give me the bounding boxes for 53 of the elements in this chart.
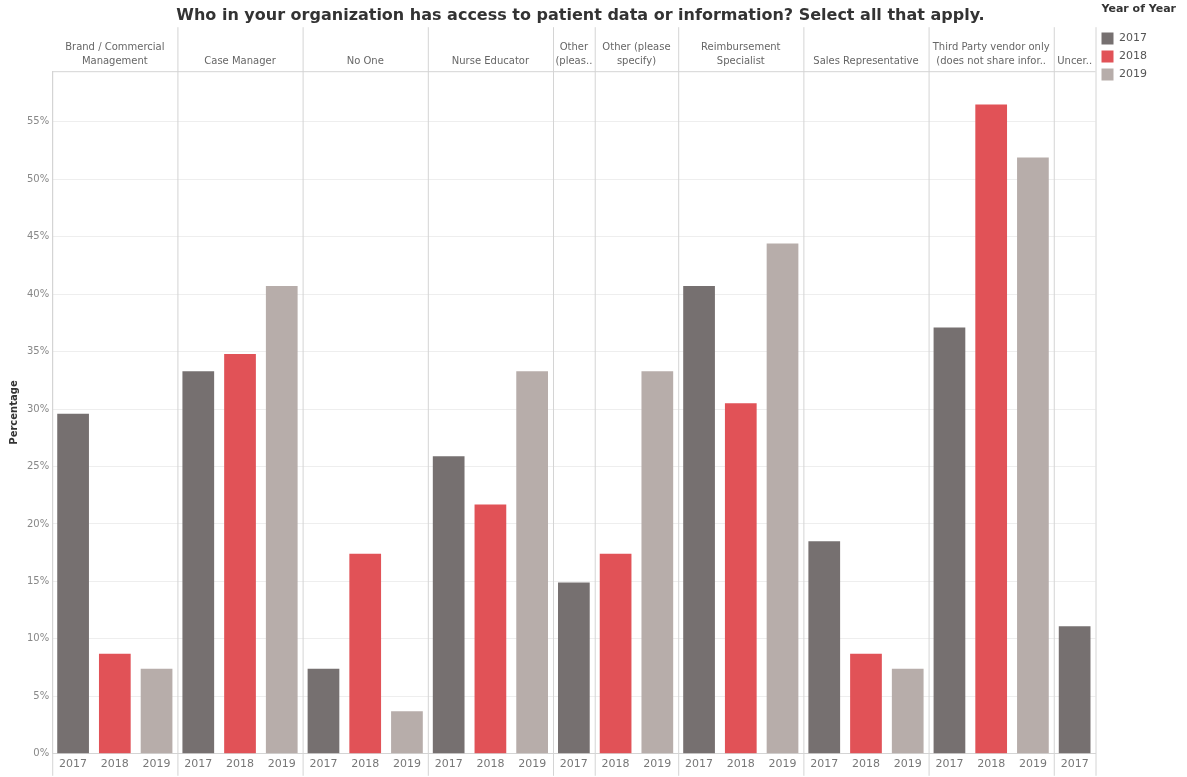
y-tick-label: 40% — [26, 287, 50, 299]
y-tick-label: 0% — [33, 747, 50, 759]
text: 2017 — [59, 757, 88, 771]
y-tick-label: 25% — [26, 460, 50, 472]
legend-label: 2019 — [1119, 67, 1148, 81]
y-tick-label: 55% — [26, 115, 50, 127]
text: 2019 — [142, 757, 171, 771]
text: 2018 — [476, 757, 505, 771]
x-tick-label: Sales Representative — [813, 54, 919, 66]
text: 2018 — [977, 757, 1006, 771]
y-tick-label: 45% — [26, 230, 50, 242]
text: 2019 — [267, 757, 296, 771]
x-tick-label: Uncer.. — [1057, 54, 1093, 66]
text: 2017 — [559, 757, 588, 771]
text: 2019 — [768, 757, 797, 771]
y-tick-label: 50% — [26, 172, 50, 184]
y-axis-title: Percentage — [7, 380, 19, 445]
y-tick-label: 20% — [26, 517, 50, 529]
legend-title: Year of Year — [1100, 2, 1177, 16]
text: 2017 — [434, 757, 463, 771]
x-tick-label: Other (please specify) — [602, 40, 671, 66]
text: 2018 — [100, 757, 129, 771]
text: 2019 — [643, 757, 672, 771]
text: 2018 — [601, 757, 630, 771]
y-tick-label: 35% — [26, 345, 50, 357]
y-tick-label: 15% — [26, 575, 50, 587]
text: 2018 — [726, 757, 755, 771]
x-tick-label: Nurse Educator — [451, 54, 530, 66]
text: 2019 — [518, 757, 547, 771]
x-tick-label: No One — [346, 54, 384, 66]
x-tick-label: Third Party vendor only (does not share infor.. — [931, 40, 1050, 66]
text: 2018 — [851, 757, 880, 771]
text: 2017 — [1060, 757, 1089, 771]
x-tick-label: Reimbursement Specialist — [701, 40, 781, 66]
text: 2017 — [685, 757, 714, 771]
x-tick-label: Case Manager — [204, 54, 277, 66]
chart-title: Who in your organization has access to patient data or information? Select all that apply. — [176, 4, 985, 24]
x-tick-label: Brand / Commercial Management — [65, 40, 165, 66]
text: 2019 — [1018, 757, 1047, 771]
x-tick-label: Other (pleas.. — [555, 40, 593, 66]
legend-label: 2018 — [1119, 49, 1148, 63]
text: 2019 — [392, 757, 421, 771]
y-tick-label: 10% — [26, 632, 50, 644]
text: 2018 — [226, 757, 255, 771]
legend-label: 2017 — [1119, 31, 1148, 45]
text: 2018 — [351, 757, 380, 771]
text: 2019 — [893, 757, 922, 771]
text: 2017 — [309, 757, 338, 771]
text: 2017 — [810, 757, 839, 771]
y-tick-label: 30% — [26, 402, 50, 414]
y-tick-label: 5% — [33, 689, 50, 701]
text: 2017 — [935, 757, 964, 771]
text: 2017 — [184, 757, 213, 771]
